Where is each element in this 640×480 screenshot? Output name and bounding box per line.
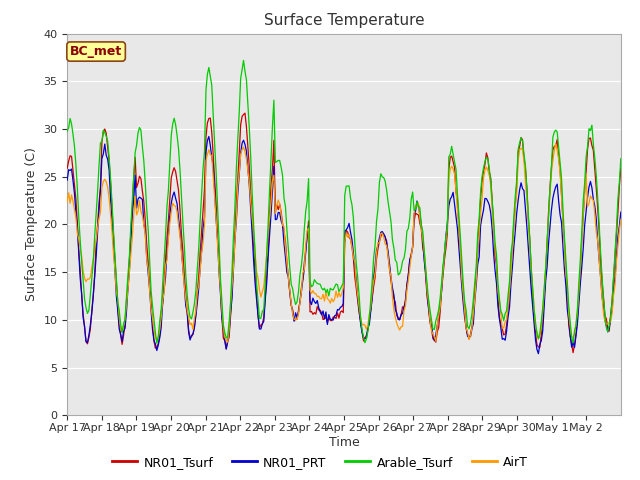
Arable_Tsurf — [616, 180, 623, 185]
NR01_PRT — [349, 250, 357, 256]
NR01_PRT — [460, 300, 467, 306]
Arable_Tsurf — [99, 127, 107, 133]
NR01_PRT — [616, 223, 623, 229]
Arable_Tsurf — [461, 299, 468, 305]
NR01_PRT — [617, 209, 625, 215]
Arable_Tsurf — [617, 156, 625, 162]
Legend: NR01_Tsurf, NR01_PRT, Arable_Tsurf, AirT: NR01_Tsurf, NR01_PRT, Arable_Tsurf, AirT — [107, 451, 533, 474]
NR01_PRT — [99, 151, 107, 157]
Title: Surface Temperature: Surface Temperature — [264, 13, 424, 28]
NR01_PRT — [63, 177, 71, 183]
AirT — [542, 264, 550, 270]
NR01_Tsurf — [63, 166, 71, 171]
NR01_Tsurf — [569, 350, 577, 356]
Arable_Tsurf — [240, 58, 248, 63]
Arable_Tsurf — [153, 340, 161, 346]
NR01_PRT — [543, 264, 551, 270]
NR01_Tsurf — [460, 295, 467, 300]
NR01_PRT — [205, 133, 212, 139]
Line: AirT: AirT — [67, 144, 621, 342]
AirT — [617, 217, 625, 223]
AirT — [616, 228, 623, 233]
NR01_Tsurf — [617, 166, 625, 172]
NR01_Tsurf — [99, 129, 107, 135]
NR01_Tsurf — [241, 110, 249, 116]
AirT — [552, 141, 559, 146]
X-axis label: Time: Time — [328, 436, 360, 449]
Arable_Tsurf — [63, 128, 71, 134]
Arable_Tsurf — [82, 305, 90, 311]
Arable_Tsurf — [351, 241, 358, 247]
Y-axis label: Surface Temperature (C): Surface Temperature (C) — [25, 147, 38, 301]
AirT — [460, 291, 467, 297]
NR01_PRT — [534, 351, 542, 357]
NR01_Tsurf — [82, 338, 90, 344]
NR01_Tsurf — [542, 270, 550, 276]
AirT — [82, 279, 90, 285]
Line: NR01_PRT: NR01_PRT — [67, 136, 621, 354]
Line: Arable_Tsurf: Arable_Tsurf — [67, 60, 621, 343]
AirT — [63, 199, 71, 204]
AirT — [224, 339, 232, 345]
NR01_Tsurf — [616, 184, 623, 190]
NR01_PRT — [82, 339, 90, 345]
Arable_Tsurf — [543, 239, 551, 244]
AirT — [349, 254, 357, 260]
NR01_Tsurf — [349, 256, 357, 262]
Text: BC_met: BC_met — [70, 45, 122, 58]
AirT — [99, 179, 107, 184]
Line: NR01_Tsurf: NR01_Tsurf — [67, 113, 621, 353]
